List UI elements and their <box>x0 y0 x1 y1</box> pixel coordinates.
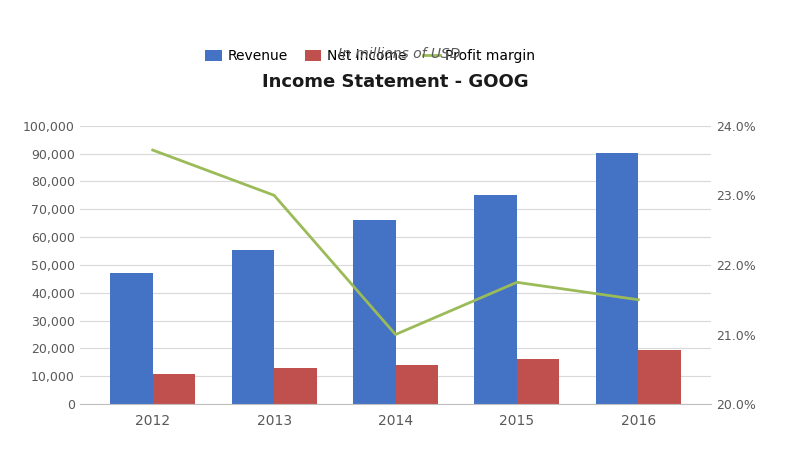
Line: Profit margin: Profit margin <box>153 150 638 335</box>
Bar <box>274 368 316 404</box>
Profit margin <box>634 297 643 303</box>
Profit margin <box>269 193 279 198</box>
Bar <box>353 220 396 404</box>
Bar <box>596 153 638 404</box>
Bar <box>232 250 274 404</box>
Bar <box>396 365 438 404</box>
Bar <box>517 359 559 404</box>
Profit margin <box>512 280 522 285</box>
Bar <box>638 350 681 404</box>
Bar <box>110 273 153 404</box>
Profit margin <box>148 147 157 153</box>
Bar <box>475 195 517 404</box>
Profit margin <box>391 332 400 337</box>
Title: Income Statement - GOOG: Income Statement - GOOG <box>262 73 529 91</box>
Legend: Revenue, Net income, Profit margin: Revenue, Net income, Profit margin <box>200 44 541 69</box>
Bar <box>153 374 195 404</box>
Text: In millions of USD: In millions of USD <box>338 47 461 61</box>
